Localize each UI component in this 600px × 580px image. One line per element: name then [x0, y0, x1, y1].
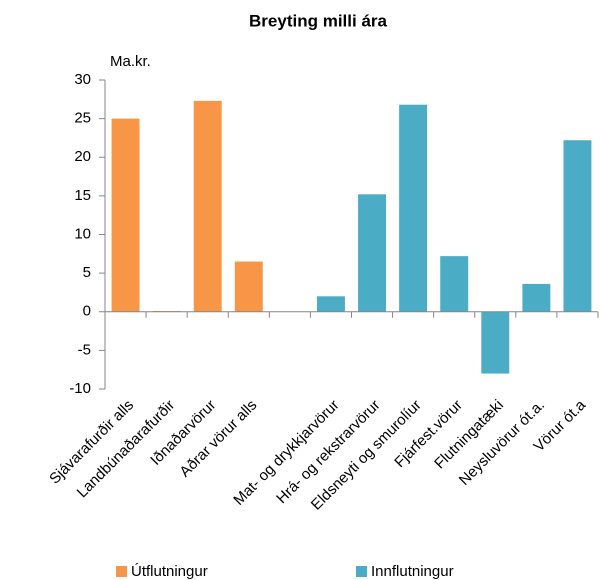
y-tick-label: 20: [74, 148, 91, 165]
y-tick-label: 30: [74, 71, 91, 88]
legend-swatch: [356, 566, 367, 577]
y-tick-label: 0: [83, 303, 91, 320]
y-tick-label: 5: [83, 264, 91, 281]
y-axis-label: Ma.kr.: [110, 53, 151, 70]
bar: [316, 296, 345, 312]
legend-label: Innflutningur: [371, 563, 454, 580]
bar: [440, 256, 469, 312]
legend-swatch: [116, 566, 127, 577]
bar: [481, 311, 510, 374]
y-tick-label: -5: [78, 341, 91, 358]
y-tick-label: -10: [69, 380, 91, 397]
bar: [563, 140, 592, 312]
bar: [399, 104, 428, 312]
chart-title: Breyting milli ára: [249, 11, 387, 30]
bar: [234, 261, 263, 312]
bar: [111, 118, 140, 312]
y-tick-label: 15: [74, 187, 91, 204]
legend-label: Útflutningur: [131, 563, 208, 580]
bar: [522, 283, 551, 312]
y-tick-label: 25: [74, 110, 91, 127]
bar: [358, 194, 387, 312]
y-tick-label: 10: [74, 225, 91, 242]
bar: [193, 100, 222, 312]
